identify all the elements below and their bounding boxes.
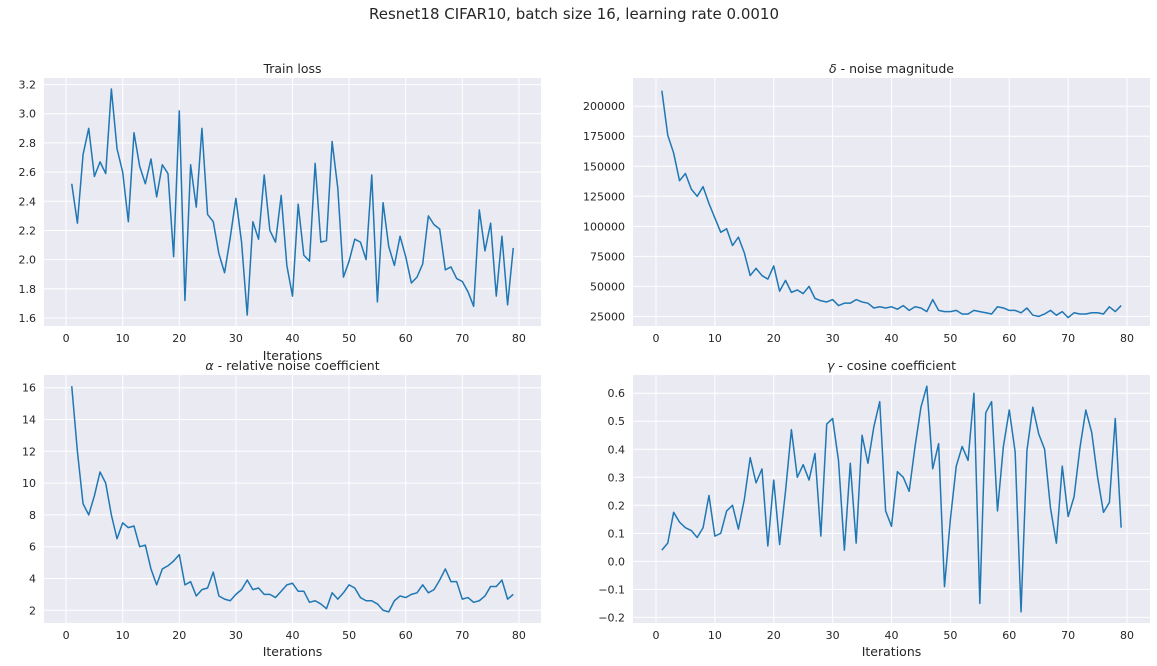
x-tick-label: 60 bbox=[1002, 332, 1016, 345]
x-tick-label: 60 bbox=[399, 332, 413, 345]
x-axis-label: Iterations bbox=[263, 644, 323, 659]
y-tick-label: 12 bbox=[22, 445, 36, 458]
x-tick-label: 10 bbox=[708, 332, 722, 345]
y-tick-label: 14 bbox=[22, 414, 36, 427]
y-tick-label: 100000 bbox=[583, 220, 625, 233]
y-tick-label: 0.1 bbox=[608, 527, 626, 540]
series-line bbox=[70, 386, 514, 613]
x-tick-label: 10 bbox=[116, 332, 130, 345]
y-tick-label: 25000 bbox=[590, 310, 625, 323]
y-tick-label: −0.2 bbox=[598, 611, 625, 624]
y-tick-label: 2.0 bbox=[19, 254, 37, 267]
y-tick-label: 2.2 bbox=[19, 224, 37, 237]
x-tick-label: 40 bbox=[885, 629, 899, 642]
y-tick-label: 1.6 bbox=[19, 312, 37, 325]
y-tick-label: 75000 bbox=[590, 250, 625, 263]
x-tick-label: 50 bbox=[943, 332, 957, 345]
y-tick-label: 0.0 bbox=[608, 555, 626, 568]
y-tick-label: 3.0 bbox=[19, 108, 37, 121]
x-tick-label: 20 bbox=[172, 629, 186, 642]
subplot-3: 0 10 20 30 40 50 60 70 80 2 4 6 8 10 12 14 16 α - relativ… bbox=[22, 358, 541, 659]
y-tick-label: 0.3 bbox=[608, 471, 626, 484]
y-tick-label: 0.2 bbox=[608, 499, 626, 512]
x-tick-label: 70 bbox=[1061, 629, 1075, 642]
y-tick-label: 8 bbox=[29, 509, 36, 522]
subplot-2: 0 10 20 30 40 50 60 70 80 25000 50000 75000 100000 12… bbox=[583, 61, 1150, 345]
x-tick-label: 20 bbox=[767, 332, 781, 345]
y-tick-label: 16 bbox=[22, 382, 36, 395]
y-tick-label: 2.8 bbox=[19, 137, 37, 150]
y-tick-label: 175000 bbox=[583, 130, 625, 143]
y-tick-label: 125000 bbox=[583, 190, 625, 203]
y-tick-label: 2.6 bbox=[19, 166, 37, 179]
series-line bbox=[70, 88, 515, 316]
title-text: - cosine coefficient bbox=[834, 358, 956, 373]
y-tick-label: 10 bbox=[22, 477, 36, 490]
y-tick-label: 0.4 bbox=[608, 443, 626, 456]
x-tick-label: 70 bbox=[455, 332, 469, 345]
y-tick-label: 2 bbox=[29, 604, 36, 617]
x-tick-label: 40 bbox=[885, 332, 899, 345]
subplot-title: δ - noise magnitude bbox=[829, 61, 954, 76]
subplot-title: Train loss bbox=[262, 61, 321, 76]
y-tick-label: 50000 bbox=[590, 280, 625, 293]
x-tick-label: 50 bbox=[342, 629, 356, 642]
x-tick-label: 10 bbox=[116, 629, 130, 642]
y-tick-label: 1.8 bbox=[19, 283, 37, 296]
title-symbol: α bbox=[205, 358, 214, 373]
x-tick-label: 60 bbox=[399, 629, 413, 642]
x-tick-label: 80 bbox=[512, 332, 526, 345]
x-tick-label: 70 bbox=[455, 629, 469, 642]
title-symbol: δ bbox=[829, 61, 837, 76]
x-tick-label: 0 bbox=[652, 629, 659, 642]
y-tick-label: 4 bbox=[29, 572, 36, 585]
x-tick-label: 80 bbox=[512, 629, 526, 642]
series-line bbox=[661, 385, 1122, 613]
x-tick-label: 30 bbox=[229, 332, 243, 345]
x-tick-label: 50 bbox=[342, 332, 356, 345]
title-text: - noise magnitude bbox=[837, 61, 955, 76]
y-tick-label: 200000 bbox=[583, 100, 625, 113]
x-tick-label: 0 bbox=[63, 332, 70, 345]
x-tick-label: 60 bbox=[1002, 629, 1016, 642]
x-tick-label: 30 bbox=[826, 629, 840, 642]
y-tick-label: −0.1 bbox=[598, 583, 625, 596]
x-axis-label: Iterations bbox=[862, 644, 922, 659]
x-tick-label: 30 bbox=[229, 629, 243, 642]
title-symbol: γ bbox=[827, 358, 835, 373]
y-tick-label: 2.4 bbox=[19, 195, 37, 208]
x-tick-label: 50 bbox=[943, 629, 957, 642]
x-tick-label: 20 bbox=[767, 629, 781, 642]
y-tick-label: 0.6 bbox=[608, 387, 626, 400]
x-tick-label: 40 bbox=[286, 629, 300, 642]
y-tick-label: 150000 bbox=[583, 160, 625, 173]
subplot-title: α - relative noise coefficient bbox=[205, 358, 379, 373]
y-tick-label: 6 bbox=[29, 541, 36, 554]
series-line bbox=[661, 90, 1122, 319]
title-text: - relative noise coefficient bbox=[214, 358, 380, 373]
x-tick-label: 80 bbox=[1120, 629, 1134, 642]
y-tick-label: 3.2 bbox=[19, 79, 37, 92]
x-tick-label: 80 bbox=[1120, 332, 1134, 345]
x-axis-label: Iterations bbox=[263, 348, 323, 363]
x-tick-label: 0 bbox=[63, 629, 70, 642]
y-tick-label: 0.5 bbox=[608, 415, 626, 428]
subplot-title: γ - cosine coefficient bbox=[827, 358, 956, 373]
x-tick-label: 20 bbox=[172, 332, 186, 345]
subplot-1: 0 10 20 30 40 50 60 70 80 1.6 1.8 2.0 2.2 2.4 2.6 2.8 3.… bbox=[19, 61, 541, 363]
x-tick-label: 30 bbox=[826, 332, 840, 345]
x-tick-label: 0 bbox=[652, 332, 659, 345]
figure-title: Resnet18 CIFAR10, batch size 16, learnin… bbox=[369, 5, 779, 23]
x-tick-label: 40 bbox=[286, 332, 300, 345]
x-tick-label: 10 bbox=[708, 629, 722, 642]
x-tick-label: 70 bbox=[1061, 332, 1075, 345]
subplot-4: 0 10 20 30 40 50 60 70 80 −0.2 −0.1 0.0 0.1 0.2 0.3 0.4… bbox=[598, 358, 1150, 659]
